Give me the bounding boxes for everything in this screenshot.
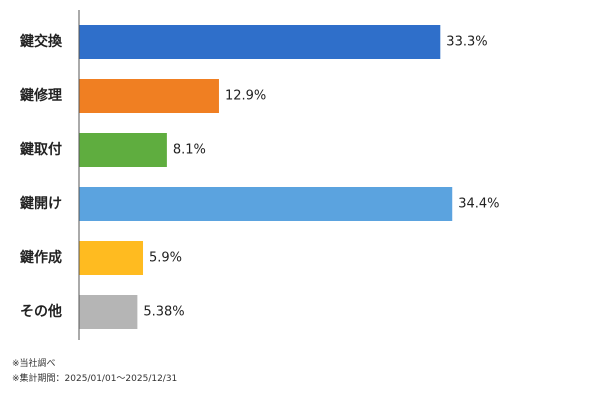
value-label: 34.4%: [458, 197, 499, 212]
category-label: その他: [20, 303, 62, 320]
value-label: 12.9%: [225, 89, 266, 104]
category-label: 鍵開け: [20, 195, 62, 212]
bar: [79, 133, 167, 167]
category-label: 鍵交換: [20, 33, 63, 50]
value-labels: 33.3% 12.9% 8.1% 34.4% 5.9% 5.38%: [143, 35, 499, 320]
value-label: 5.9%: [149, 251, 182, 266]
category-label: 鍵作成: [20, 249, 62, 266]
footnotes: ※当社調べ ※集計期間：2025/01/01～2025/12/31: [12, 357, 177, 387]
bar: [79, 79, 219, 113]
bar: [79, 295, 138, 329]
bar: [79, 241, 144, 275]
value-label: 33.3%: [446, 35, 487, 50]
bars: [79, 25, 453, 329]
bar: [79, 187, 453, 221]
bar: [79, 25, 441, 59]
category-label: 鍵取付: [20, 141, 62, 158]
category-label: 鍵修理: [20, 87, 62, 104]
source-note: ※当社調べ: [12, 359, 56, 369]
value-label: 8.1%: [173, 143, 206, 158]
value-label: 5.38%: [143, 305, 184, 320]
period-note: ※集計期間：2025/01/01～2025/12/31: [12, 374, 178, 384]
